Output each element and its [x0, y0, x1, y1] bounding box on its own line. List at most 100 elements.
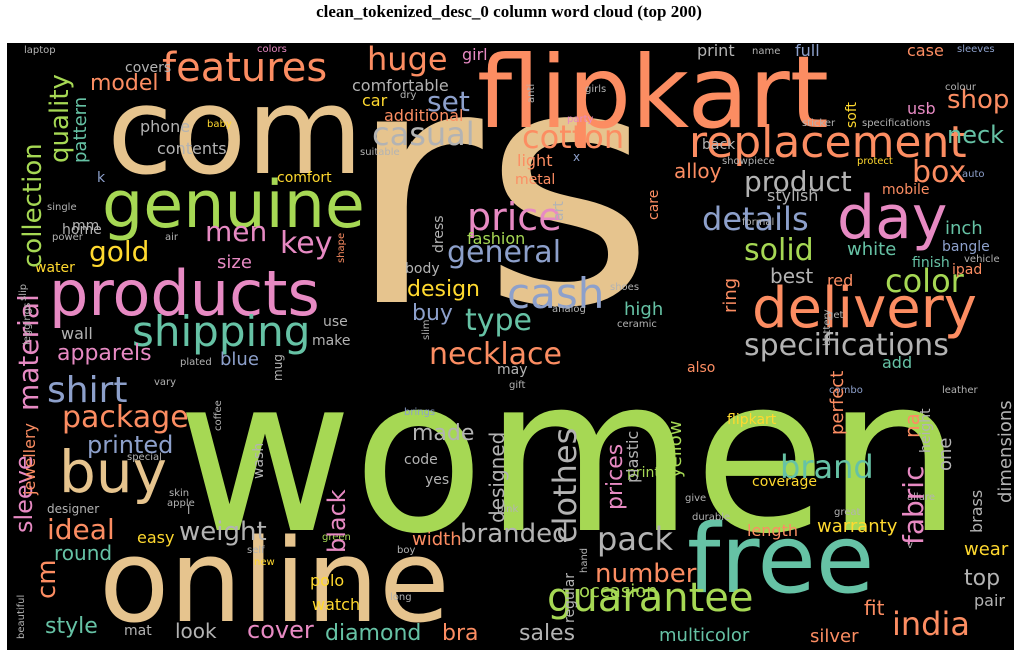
cloud-word: details	[702, 200, 809, 238]
cloud-word: v	[907, 540, 913, 551]
cloud-word: back	[702, 137, 736, 153]
cloud-word: contents	[157, 139, 227, 158]
cloud-word: high	[624, 299, 664, 320]
cloud-word: mm	[72, 218, 100, 234]
cloud-word: print	[697, 43, 735, 60]
cloud-word: polo	[310, 571, 345, 590]
cloud-word: brass	[967, 489, 986, 533]
cloud-word: rs	[347, 43, 655, 380]
cloud-word: india	[892, 605, 970, 643]
cloud-word: cm	[32, 559, 62, 599]
cloud-word: replacement	[689, 117, 967, 168]
cloud-word: model	[90, 71, 159, 96]
cloud-word: pack	[597, 520, 674, 558]
cloud-word: bangle	[942, 239, 990, 255]
cloud-word: shoes	[610, 282, 640, 293]
cloud-word: brand	[780, 448, 874, 486]
cloud-word: perfect	[827, 370, 848, 435]
cloud-word: designer	[47, 502, 100, 516]
cloud-word: stylish	[767, 186, 819, 205]
cloud-word: best	[770, 264, 814, 288]
cloud-word: phone	[140, 117, 191, 136]
cloud-word: usb	[907, 99, 936, 118]
cloud-word: dry	[400, 90, 417, 101]
cloud-word: women	[177, 330, 963, 581]
cloud-word: necklace	[429, 337, 563, 372]
cloud-word: shape	[336, 232, 347, 263]
cloud-word: plastic	[623, 430, 642, 483]
cloud-word: delivery	[752, 276, 977, 341]
cloud-word: type	[465, 303, 533, 338]
cloud-word: warranty	[817, 516, 898, 537]
cloud-word: ring	[720, 277, 741, 313]
cloud-word: neck	[947, 121, 1005, 149]
cloud-word: watch	[312, 595, 361, 614]
cloud-word: color	[885, 262, 964, 300]
cloud-word: specifications	[744, 328, 949, 363]
cloud-word: alloy	[674, 159, 722, 183]
cloud-word: vehicle	[964, 254, 1000, 265]
cloud-word: flipkart	[477, 43, 830, 151]
cloud-word: made	[412, 421, 475, 446]
cloud-word: red	[827, 271, 854, 290]
cloud-word: durable	[692, 512, 731, 523]
cloud-word: coffee	[213, 400, 224, 431]
cloud-word: fashion	[467, 229, 526, 248]
cloud-word: l	[187, 503, 191, 517]
cloud-word: girl	[462, 45, 488, 64]
cloud-word: add	[882, 353, 913, 372]
cloud-word: additional	[384, 106, 464, 125]
cloud-word: round	[54, 541, 113, 565]
cloud-word: auto	[962, 169, 985, 180]
cloud-word: bra	[442, 621, 479, 646]
cloud-word: huge	[367, 43, 448, 78]
cloud-word: colour	[945, 82, 976, 93]
cloud-word: buy	[59, 438, 167, 506]
cloud-word: blue	[220, 349, 259, 370]
cloud-word: brings	[404, 407, 436, 418]
cloud-word: fabric	[897, 465, 930, 545]
cloud-word: regular	[562, 572, 578, 623]
cloud-word: protect	[857, 156, 893, 167]
cloud-word: designed	[485, 431, 509, 523]
cloud-word: casual	[372, 115, 475, 153]
cloud-word: wall	[61, 324, 93, 343]
cloud-word: light	[517, 151, 553, 170]
cloud-word: code	[404, 452, 438, 468]
cloud-word: fit	[864, 596, 885, 620]
word-cloud: rs women com flipkart online free genuine produ…	[7, 43, 1014, 650]
cloud-word: sleeves	[957, 44, 995, 55]
cloud-word: printed	[87, 431, 174, 459]
cloud-word: solid	[744, 233, 814, 268]
cloud-word: gold	[89, 235, 150, 268]
cloud-word: easy	[137, 528, 175, 547]
cloud-word: style	[45, 614, 98, 639]
cloud-word: look	[175, 619, 217, 643]
cloud-word: ceramic	[617, 319, 657, 330]
cloud-word: metal	[515, 172, 556, 188]
cloud-word: colors	[257, 44, 287, 55]
cloud-word: showpiece	[722, 156, 775, 167]
cloud-word: allure	[907, 492, 936, 503]
cloud-word: full	[795, 43, 820, 60]
cloud-word: products	[49, 257, 320, 330]
cloud-word: x	[573, 150, 581, 164]
cloud-word: care	[646, 189, 662, 220]
cloud-word: diamond	[325, 621, 422, 646]
cloud-word: specifications	[862, 118, 931, 129]
cloud-word: boy	[397, 545, 416, 556]
cloud-word: length	[747, 521, 798, 540]
cloud-word: use	[323, 314, 348, 330]
cloud-word: get	[827, 310, 844, 321]
cloud-word: slim	[421, 319, 432, 340]
cloud-word: mug	[271, 354, 285, 381]
cloud-word: may	[497, 362, 528, 378]
cloud-word: price	[467, 195, 562, 239]
cloud-word: dimensions	[995, 400, 1014, 503]
cloud-word: size	[217, 252, 252, 273]
cloud-word: hand	[579, 547, 590, 573]
cloud-word: art	[551, 201, 567, 221]
cloud-word: pink	[497, 504, 519, 515]
cloud-word: single	[47, 202, 77, 213]
cloud-word: baby	[207, 119, 232, 130]
